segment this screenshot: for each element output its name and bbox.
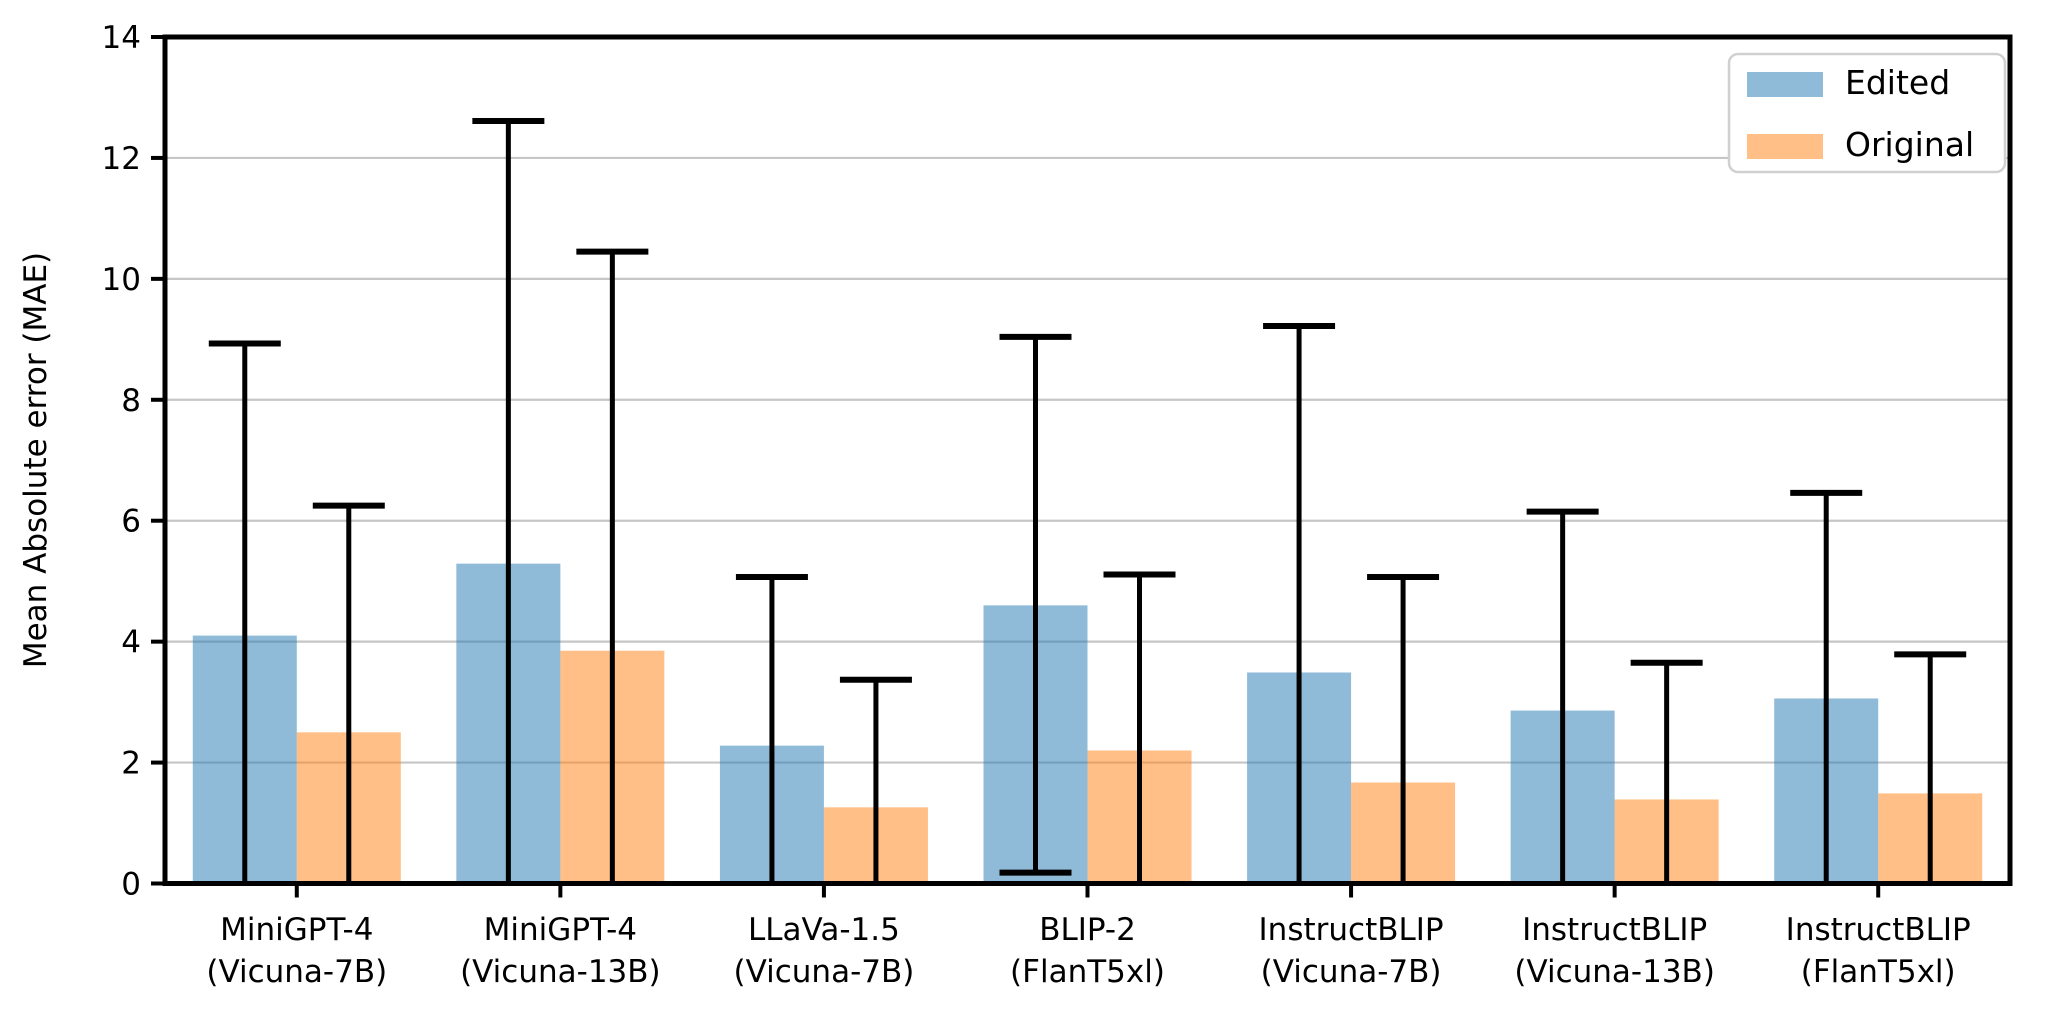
x-tick-label-line1-5: InstructBLIP [1522, 912, 1707, 948]
x-tick-label-line1-6: InstructBLIP [1786, 912, 1971, 948]
x-tick-label-6: InstructBLIP (FlanT5xl) [1786, 912, 1971, 990]
x-tick-label-line2-1: (Vicuna-13B) [460, 954, 661, 990]
x-tick-label-line1-4: InstructBLIP [1259, 912, 1444, 948]
y-tick-label-4: 4 [121, 625, 141, 661]
y-tick-label-14: 14 [102, 20, 141, 56]
legend-label-original: Original [1845, 125, 1974, 164]
x-tick-label-2: LLaVa-1.5 (Vicuna-7B) [734, 912, 915, 990]
x-tick-label-line1-2: LLaVa-1.5 [748, 912, 900, 948]
legend-swatch-edited [1747, 72, 1823, 97]
x-tick-label-3: BLIP-2 (FlanT5xl) [1010, 912, 1165, 990]
y-axis-label: Mean Absolute error (MAE) [18, 252, 54, 668]
x-tick-label-line2-4: (Vicuna-7B) [1261, 954, 1442, 990]
x-tick-label-line1-3: BLIP-2 [1039, 912, 1136, 948]
legend-swatch-original [1747, 134, 1823, 159]
x-tick-label-line2-0: (Vicuna-7B) [206, 954, 387, 990]
x-tick-label-line1-1: MiniGPT-4 [484, 912, 637, 948]
x-tick-label-line2-2: (Vicuna-7B) [734, 954, 915, 990]
x-tick-label-4: InstructBLIP (Vicuna-7B) [1259, 912, 1444, 990]
y-tick-label-12: 12 [102, 141, 141, 177]
x-tick-label-0: MiniGPT-4 (Vicuna-7B) [206, 912, 387, 990]
y-tick-label-10: 10 [102, 262, 141, 298]
x-tick-label-line2-6: (FlanT5xl) [1801, 954, 1956, 990]
legend-label-edited: Edited [1845, 63, 1950, 102]
x-tick-label-5: InstructBLIP (Vicuna-13B) [1514, 912, 1715, 990]
x-tick-label-line1-0: MiniGPT-4 [220, 912, 373, 948]
y-tick-label-6: 6 [121, 504, 141, 540]
x-tick-label-line2-5: (Vicuna-13B) [1514, 954, 1715, 990]
y-tick-label-2: 2 [121, 746, 141, 782]
y-tick-label-8: 8 [121, 383, 141, 419]
x-tick-label-1: MiniGPT-4 (Vicuna-13B) [460, 912, 661, 990]
y-tick-label-0: 0 [121, 867, 141, 903]
x-tick-label-line2-3: (FlanT5xl) [1010, 954, 1165, 990]
